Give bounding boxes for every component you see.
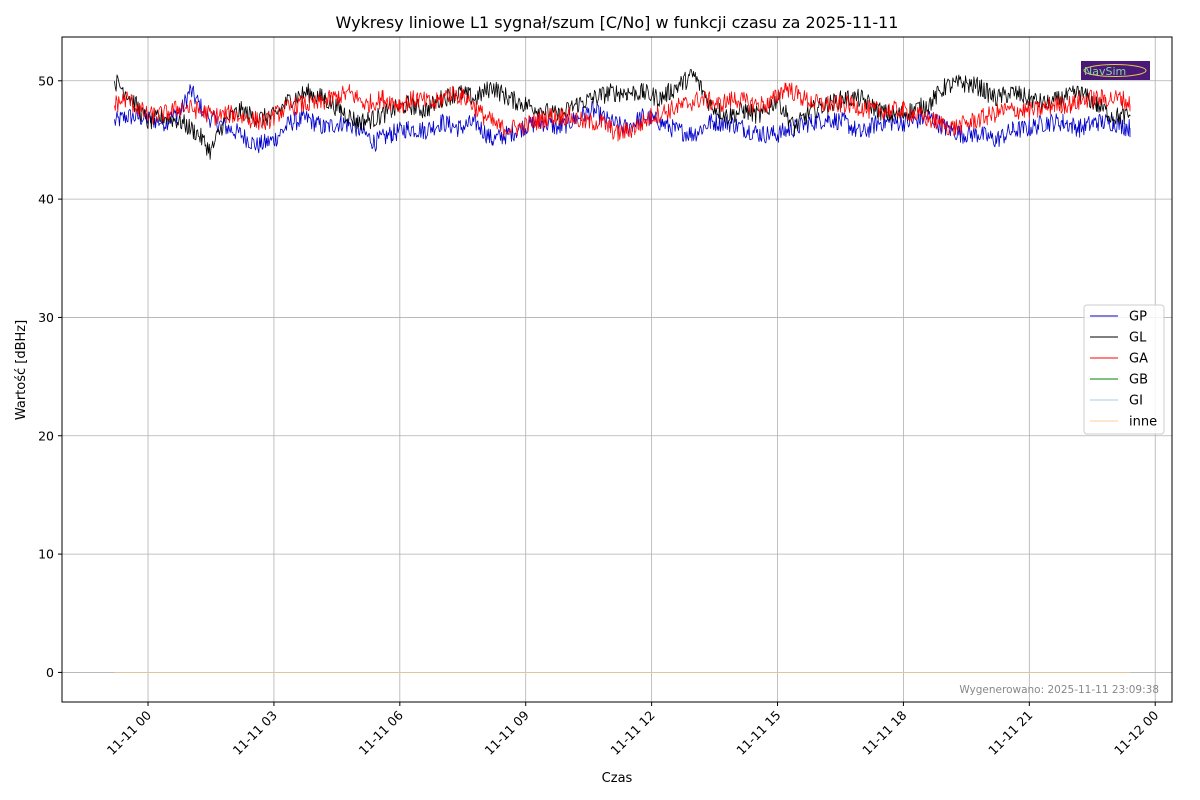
legend-label-gb: GB: [1129, 373, 1148, 388]
legend-label-gl: GL: [1129, 331, 1147, 346]
series-group: [114, 68, 1131, 673]
y-axis-title: Wartość [dBHz]: [14, 320, 29, 420]
generated-timestamp: Wygenerowano: 2025-11-11 23:09:38: [959, 684, 1159, 696]
series-line-ga: [114, 82, 1131, 142]
chart-title: Wykresy liniowe L1 sygnał/szum [C/No] w …: [336, 13, 899, 32]
navsim-logo: NavSim: [1081, 61, 1150, 80]
plot-frame: [61, 36, 1173, 703]
x-axis-title: Czas: [602, 771, 633, 786]
legend: GP GL GA GB GI inne: [1083, 304, 1165, 435]
y-tick-label: 50: [38, 73, 54, 88]
logo-text: NavSim: [1084, 65, 1126, 78]
logo-orbit-icon: [1083, 64, 1147, 77]
y-tick-label: 20: [38, 428, 54, 443]
series-line-gp: [114, 84, 1131, 154]
legend-label-inne: inne: [1129, 415, 1157, 430]
legend-label-ga: GA: [1129, 352, 1148, 367]
legend-label-gp: GP: [1129, 310, 1147, 325]
legend-label-gi: GI: [1129, 394, 1143, 409]
y-tick-label: 30: [38, 310, 54, 325]
y-tick-label: 10: [38, 547, 54, 562]
y-axis: 0 10 20 30 40 50: [38, 73, 62, 680]
y-tick-label: 40: [38, 192, 54, 207]
y-tick-label: 0: [46, 665, 54, 680]
